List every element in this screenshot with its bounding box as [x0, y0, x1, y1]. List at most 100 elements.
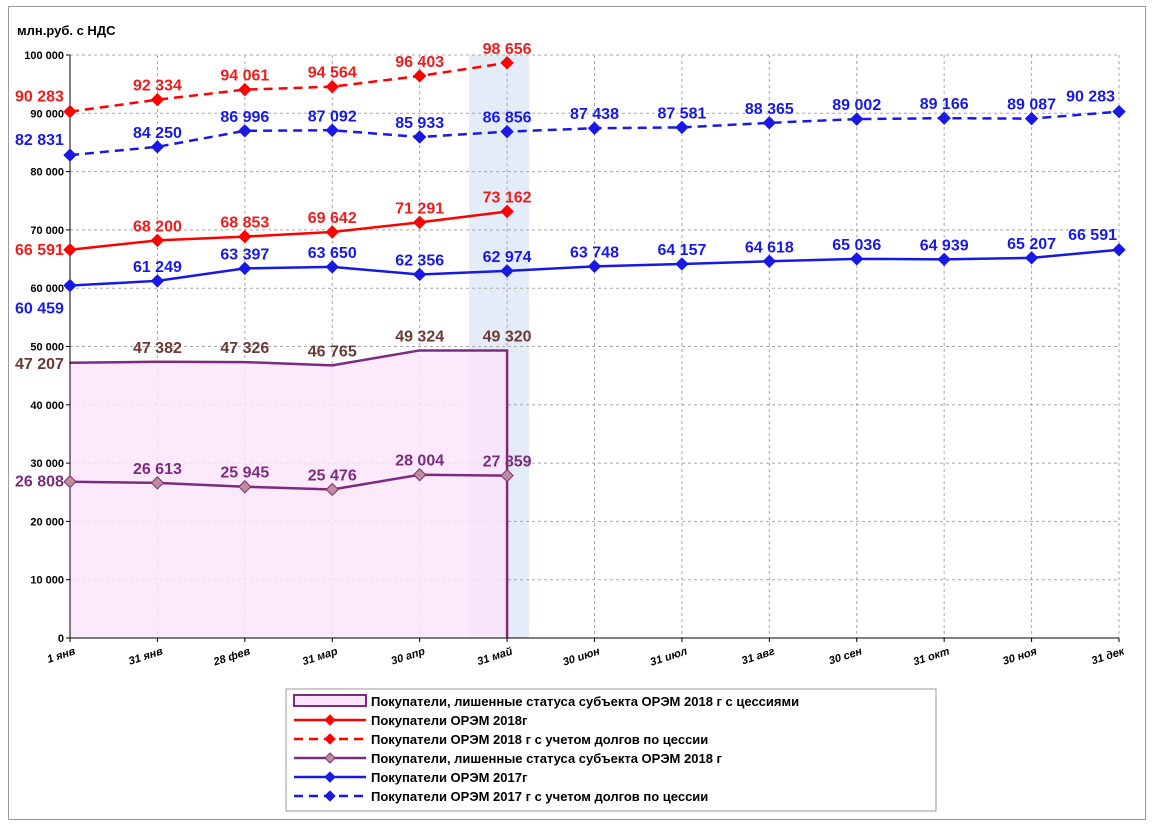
data-label: 94 564: [308, 65, 357, 82]
data-label: 26 613: [133, 461, 182, 478]
data-label: 85 933: [395, 115, 444, 132]
data-point: [238, 82, 252, 97]
data-label: 28 004: [395, 453, 444, 470]
data-point: [675, 257, 689, 271]
data-label: 86 856: [483, 110, 532, 127]
area-outline: [69, 349, 509, 638]
data-label: 60 459: [15, 301, 64, 318]
data-label: 84 250: [133, 125, 182, 142]
data-label: 61 249: [133, 259, 182, 276]
y-tick-label: 40 000: [30, 400, 64, 412]
area-series: [69, 349, 509, 638]
data-point: [325, 260, 339, 274]
data-label: 88 365: [745, 101, 794, 118]
line-chart: млн.руб. с НДС 0 10 000 20 000 30 000 40 000…: [15, 23, 1127, 812]
data-label: 68 853: [220, 215, 269, 232]
y-tick-label: 30 000: [30, 458, 64, 470]
legend-marker: [324, 714, 336, 726]
line-series: [63, 56, 1126, 497]
data-label: 49 324: [395, 328, 444, 345]
y-tick-label: 100 000: [24, 50, 64, 62]
chart-frame: млн.руб. с НДС 0 10 000 20 000 30 000 40 000…: [8, 6, 1146, 820]
data-label: 71 291: [395, 200, 444, 217]
data-point: [762, 116, 777, 130]
data-point: [500, 264, 514, 278]
data-point: [850, 112, 864, 126]
data-label: 65 207: [1007, 236, 1056, 253]
x-tick-label: 31 янв: [127, 645, 164, 667]
data-point: [63, 278, 77, 293]
data-point: [412, 69, 427, 83]
x-tick-label: 31 июл: [649, 645, 689, 668]
x-tick-label: 31 мар: [301, 645, 339, 668]
data-label: 90 283: [1066, 89, 1115, 106]
data-label: 64 939: [920, 237, 969, 254]
area-fill: [70, 350, 508, 638]
data-label: 63 397: [220, 246, 269, 263]
y-tick-label: 20 000: [30, 516, 64, 528]
x-tick-label: 30 сен: [827, 645, 864, 667]
data-label: 47 326: [220, 340, 269, 357]
data-label: 89 002: [832, 97, 881, 114]
series-line: [69, 61, 508, 113]
data-label: 49 320: [483, 328, 532, 345]
data-point: [150, 92, 165, 107]
data-label: 62 356: [395, 252, 444, 269]
x-tick-label: 31 авг: [740, 645, 776, 667]
x-tick-label: 30 ноя: [1001, 645, 1039, 667]
data-label: 64 157: [657, 242, 706, 259]
legend: Покупатели, лишенные статуса субъекта ОР…: [285, 688, 937, 812]
data-label: 66 591: [15, 242, 64, 259]
data-point: [500, 56, 514, 70]
data-label: 89 166: [920, 96, 969, 113]
data-label: 64 618: [745, 239, 794, 256]
y-tick-label: 60 000: [30, 283, 64, 295]
data-label: 94 061: [220, 68, 269, 85]
legend-swatch: [293, 694, 367, 707]
data-label: 68 200: [133, 218, 182, 235]
legend-marker: [324, 790, 336, 802]
data-point: [238, 480, 252, 494]
data-point: [500, 468, 514, 483]
data-label: 92 334: [133, 78, 182, 95]
legend-marker: [324, 733, 336, 745]
data-label: 69 642: [308, 210, 357, 227]
x-tick-label: 28 фев: [211, 645, 252, 669]
data-label: 47 207: [15, 356, 64, 373]
x-tick-label: 30 апр: [390, 645, 427, 667]
data-label: 62 974: [483, 249, 532, 266]
data-label: 46 765: [308, 343, 357, 360]
data-point: [325, 79, 339, 94]
data-label: 26 808: [15, 474, 64, 491]
data-point: [500, 124, 514, 139]
legend-label: Покупатели ОРЭМ 2017г: [371, 770, 528, 785]
data-point: [1024, 251, 1039, 265]
x-tick-label: 31 май: [476, 645, 514, 668]
data-label: 87 092: [308, 108, 357, 125]
y-ticks: 0 10 000 20 000 30 000 40 000 50 000 60 000 70 …: [24, 50, 70, 645]
data-label: 89 087: [1007, 97, 1056, 114]
data-point: [500, 204, 514, 219]
data-label: 27 859: [483, 454, 532, 471]
data-label: 82 831: [15, 132, 64, 149]
data-label: 63 650: [308, 245, 357, 262]
data-label: 98 656: [483, 41, 532, 58]
data-label: 90 283: [15, 89, 64, 106]
data-point: [1112, 243, 1126, 257]
x-tick-label: 31 окт: [912, 645, 951, 668]
x-tick-label: 30 июн: [561, 645, 601, 668]
data-point: [412, 267, 427, 282]
data-label: 25 945: [220, 465, 269, 482]
data-point: [587, 121, 602, 135]
data-point: [150, 140, 165, 154]
legend-marker: [324, 752, 336, 764]
legend-label: Покупатели ОРЭМ 2018 г с учетом долгов п…: [371, 732, 708, 747]
series-line: [69, 210, 508, 252]
data-label: 25 476: [308, 467, 357, 484]
data-point: [238, 261, 252, 276]
data-point: [412, 215, 427, 230]
legend-box: [285, 688, 937, 812]
data-label: 47 382: [133, 340, 182, 357]
data-label: 96 403: [395, 54, 444, 71]
data-label: 87 581: [657, 105, 706, 122]
